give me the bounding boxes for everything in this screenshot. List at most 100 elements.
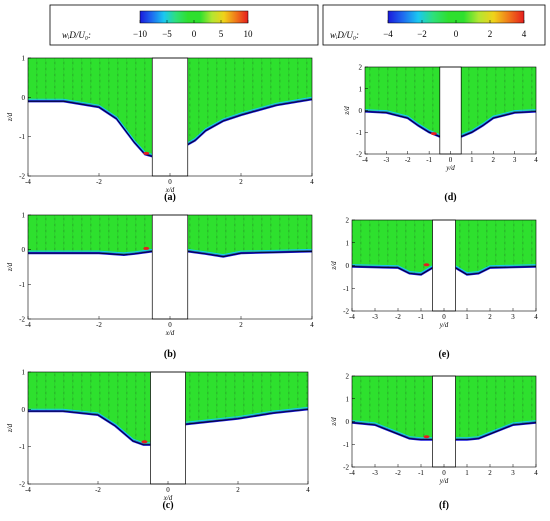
- panel-caption: (f): [439, 500, 449, 511]
- x-axis-label: x/d: [165, 329, 175, 337]
- x-tick-label: -1: [418, 469, 424, 477]
- panel-caption: (b): [164, 349, 176, 360]
- y-axis-label: z/d: [6, 262, 14, 272]
- colorbar-right: wᵢD/U₀: −4 −2 0 2 4: [322, 4, 546, 46]
- pier: [432, 375, 456, 468]
- x-tick-label: -3: [383, 156, 389, 164]
- y-tick-label: -1: [343, 441, 349, 449]
- positive-velocity-spot: [430, 132, 437, 136]
- y-tick-label: 0: [22, 406, 26, 414]
- y-axis-label: z/d: [330, 261, 338, 271]
- panel-f: -4 -3 -2 -1 0 1 2 3 4 2 1 0 -1 -2 y/d z/d (f): [330, 373, 538, 512]
- x-tick-label: 4: [310, 178, 314, 186]
- pier: [432, 219, 456, 312]
- colorbar-tick-label: 10: [244, 29, 254, 39]
- y-tick-label: 1: [22, 55, 26, 63]
- x-tick-label: -4: [349, 469, 355, 477]
- panel-caption: (c): [162, 500, 173, 511]
- panel-caption: (e): [438, 349, 449, 360]
- x-tick-label: -2: [96, 321, 102, 329]
- colorbar-tick-label: −5: [162, 29, 172, 39]
- y-tick-label: 1: [346, 239, 350, 247]
- x-tick-label: 1: [470, 156, 474, 164]
- y-tick-label: 2: [359, 64, 363, 72]
- y-tick-label: -2: [356, 151, 362, 159]
- y-tick-label: 2: [346, 217, 350, 225]
- x-tick-label: 0: [166, 486, 170, 494]
- x-tick-label: -1: [426, 156, 432, 164]
- x-tick-label: -4: [349, 313, 355, 321]
- colorbar-tick-label: −2: [417, 29, 427, 39]
- x-tick-label: 4: [534, 156, 538, 164]
- x-tick-label: 4: [534, 469, 538, 477]
- colorbar-tick-label: 0: [454, 29, 459, 39]
- x-tick-label: 3: [511, 313, 515, 321]
- panel-caption: (a): [164, 192, 176, 203]
- colorbar-tick-label: 0: [192, 29, 197, 39]
- x-tick-label: -2: [96, 178, 102, 186]
- panel-d: -4 -3 -2 -1 0 1 2 3 4 2 1 0 -1 -2 y/d z/d (d): [343, 64, 538, 204]
- y-tick-label: 1: [22, 369, 26, 377]
- x-tick-label: 2: [239, 178, 243, 186]
- y-tick-label: 1: [346, 395, 350, 403]
- y-tick-label: -1: [343, 285, 349, 293]
- x-tick-label: 4: [534, 313, 538, 321]
- x-tick-label: 2: [236, 486, 240, 494]
- y-tick-label: 0: [346, 418, 350, 426]
- x-tick-label: 0: [449, 156, 453, 164]
- x-tick-label: -4: [25, 178, 31, 186]
- panel-caption: (d): [444, 192, 456, 203]
- x-tick-label: 3: [511, 469, 515, 477]
- y-tick-label: -2: [19, 173, 25, 181]
- y-tick-label: -1: [19, 443, 25, 451]
- x-tick-label: -2: [395, 313, 401, 321]
- colorbar-label: wᵢD/U₀:: [330, 30, 359, 40]
- y-tick-label: -2: [343, 464, 349, 472]
- y-tick-label: -2: [19, 316, 25, 324]
- x-axis-label: x/d: [165, 186, 175, 194]
- y-axis-label: z/d: [6, 423, 14, 433]
- panel-b: -4 -2 0 2 410-1-2x/dz/d(b): [6, 212, 314, 361]
- pier: [150, 371, 186, 485]
- pier: [439, 66, 462, 155]
- x-tick-label: -3: [372, 313, 378, 321]
- panel-a: -4 -2 0 2 410-1-2x/dz/d(a): [6, 55, 314, 204]
- y-tick-label: -2: [343, 308, 349, 316]
- colorbar-tick-label: 5: [219, 29, 224, 39]
- y-axis-label: z/d: [330, 417, 338, 427]
- panel-e: -4 -3 -2 -1 0 1 2 3 4 2 1 0 -1 -2 y/d z/d (e): [330, 217, 538, 361]
- positive-velocity-spot: [141, 440, 148, 444]
- x-tick-label: 2: [488, 469, 492, 477]
- positive-velocity-spot: [143, 151, 150, 155]
- x-tick-label: 1: [465, 469, 469, 477]
- positive-velocity-spot: [423, 435, 430, 439]
- colorbar-tick-label: −10: [133, 29, 148, 39]
- y-tick-label: 1: [359, 85, 363, 93]
- y-tick-label: -1: [19, 281, 25, 289]
- x-tick-label: -2: [405, 156, 411, 164]
- y-tick-label: 0: [346, 262, 350, 270]
- x-tick-label: 1: [465, 313, 469, 321]
- x-tick-label: -2: [95, 486, 101, 494]
- colorbar-tick-label: −4: [383, 29, 393, 39]
- x-tick-label: 2: [492, 156, 496, 164]
- colorbar-left: wᵢD/U₀: −10 −5 0 5 10: [49, 4, 319, 46]
- y-tick-label: 1: [22, 212, 26, 220]
- panel-c: -4 -2 0 2 410-1-2x/dz/d(c): [6, 369, 310, 512]
- x-tick-label: -4: [25, 486, 31, 494]
- x-tick-label: 2: [239, 321, 243, 329]
- colorbar-tick-label: 4: [522, 29, 527, 39]
- pier: [151, 57, 189, 177]
- colorbar-label: wᵢD/U₀:: [62, 30, 91, 40]
- x-tick-label: -2: [395, 469, 401, 477]
- x-axis-label: x/d: [163, 494, 173, 502]
- colorbar-tick-label: 2: [488, 29, 493, 39]
- positive-velocity-spot: [143, 246, 150, 250]
- y-tick-label: -2: [19, 481, 25, 489]
- y-tick-label: 2: [346, 373, 350, 381]
- y-tick-label: -1: [356, 129, 362, 137]
- x-tick-label: 3: [513, 156, 517, 164]
- x-tick-label: -4: [25, 321, 31, 329]
- x-tick-label: 2: [488, 313, 492, 321]
